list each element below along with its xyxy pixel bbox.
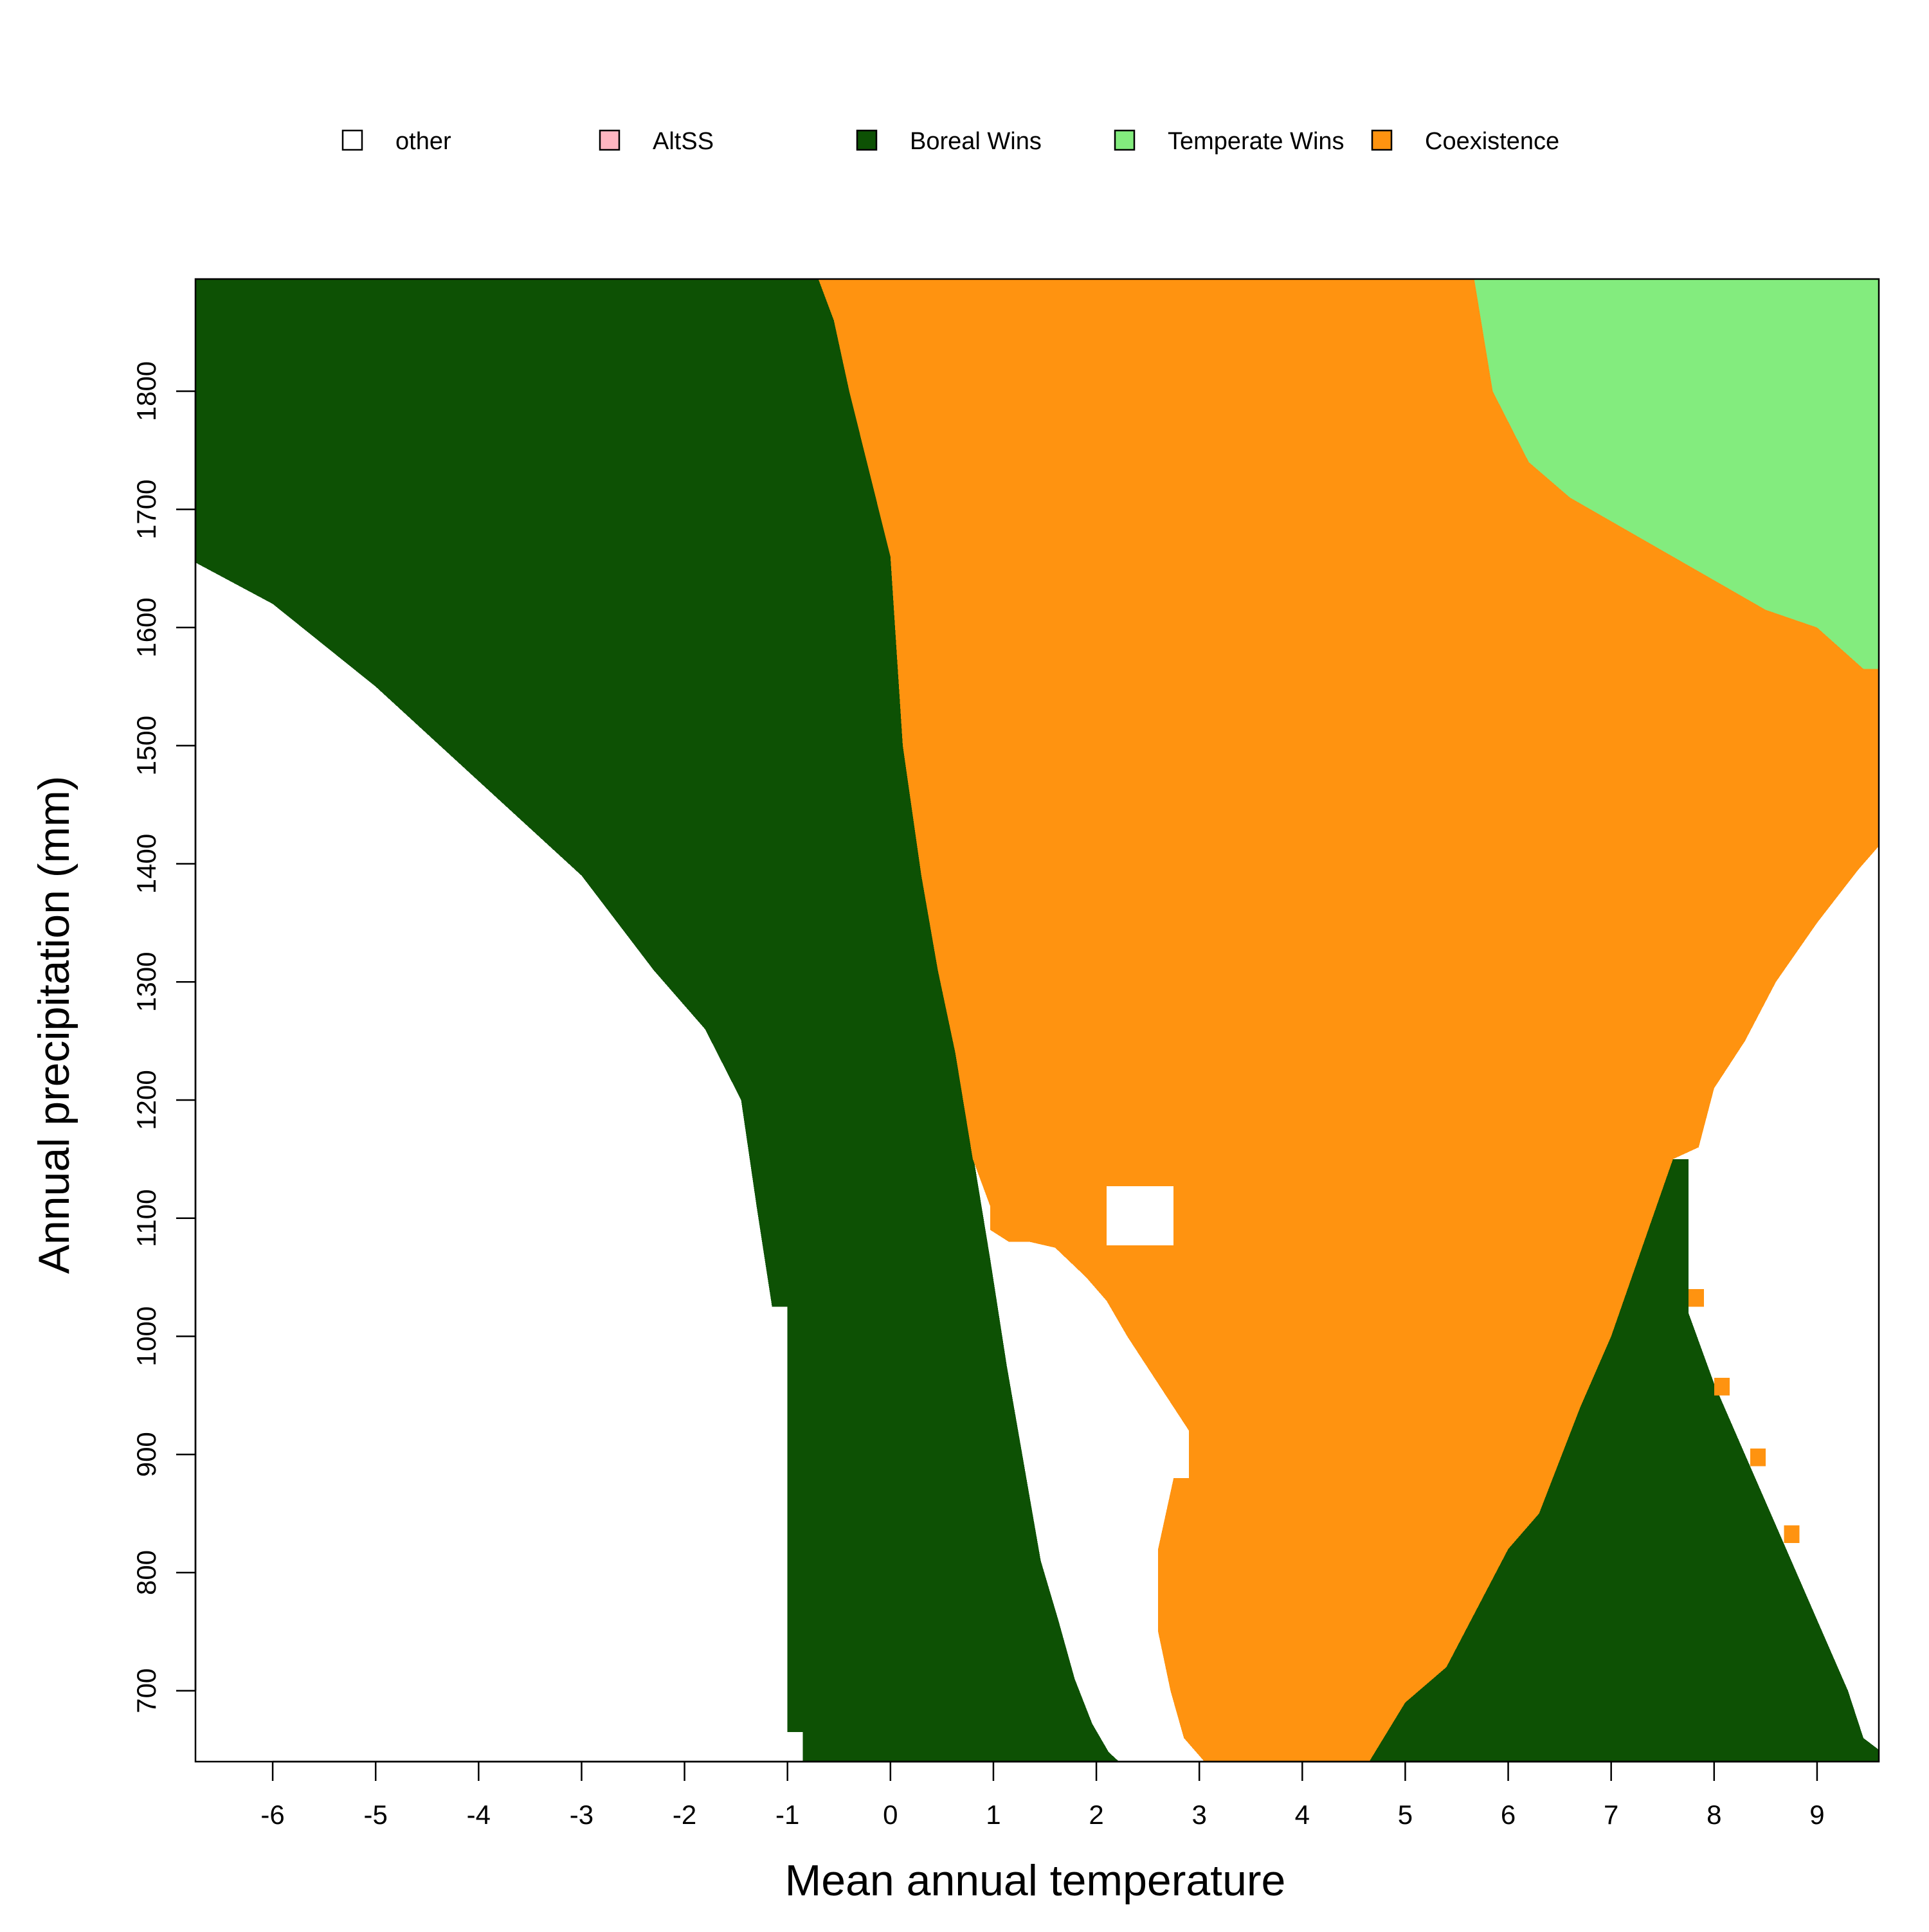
y-tick-label: 1600 [131,597,161,657]
region-temperate-corner [1474,279,1879,669]
y-tick-label: 1000 [131,1306,161,1366]
legend-swatch-other [341,129,363,151]
region-boreal-southeast [1369,1159,1879,1762]
y-tick-label: 1500 [131,716,161,775]
axes: -6 -5 -4 -3 -2 -1 0 1 2 3 4 5 6 7 8 9 700 800 900 1000 1100 1… [131,278,1880,1830]
legend-label-other: other [395,128,451,155]
x-tick-label: -3 [570,1800,593,1830]
y-tick-label: 1400 [131,834,161,894]
y-tick-label: 1700 [131,480,161,539]
x-tick-label: 0 [883,1800,898,1830]
x-tick-label: -2 [673,1800,696,1830]
y-tick-label: 800 [131,1550,161,1595]
legend-swatch-boreal [856,129,878,151]
y-axis-label: Annual precipitation (mm) [30,776,78,1274]
legend-label-coexist: Coexistence [1425,128,1559,155]
x-tick-label: -5 [364,1800,388,1830]
y-tick-label: 900 [131,1432,161,1477]
region-coexistence-notch-3 [1750,1449,1766,1467]
heatmap-regions [195,279,1879,1762]
region-other-patch [1107,1186,1174,1245]
x-tick-label: 2 [1089,1800,1103,1830]
x-tick-label: 7 [1604,1800,1618,1830]
legend-swatch-coexist [1371,129,1393,151]
x-tick-label: -4 [467,1800,491,1830]
x-tick-label: 9 [1809,1800,1824,1830]
x-axis-label: Mean annual temperature [785,1856,1286,1905]
region-coexistence-notch-4 [1784,1525,1800,1544]
x-tick-label: 6 [1501,1800,1516,1830]
region-coexistence-notch-1 [1688,1289,1704,1307]
region-coexistence-notch-2 [1714,1377,1730,1396]
y-tick-label: 1300 [131,952,161,1012]
y-tick-label: 1200 [131,1070,161,1130]
region-coexistence-center [818,279,1879,1762]
y-tick-label: 1800 [131,361,161,421]
x-tick-label: -6 [260,1800,284,1830]
legend-label-altss: AltSS [653,128,714,155]
x-tick-label: 4 [1295,1800,1310,1830]
x-tick-label: -1 [775,1800,799,1830]
x-tick-label: 5 [1398,1800,1413,1830]
legend-swatch-altss [599,129,620,151]
x-tick-label: 3 [1192,1800,1207,1830]
region-boreal-west [195,279,1119,1762]
legend: other AltSS Boreal Wins Temperate Wins Coexi… [341,128,1559,155]
x-tick-label: 8 [1707,1800,1721,1830]
x-tick-label: 1 [986,1800,1001,1830]
legend-swatch-temperate [1114,129,1136,151]
y-tick-label: 1100 [131,1189,161,1247]
legend-label-boreal: Boreal Wins [910,128,1042,155]
legend-label-temperate: Temperate Wins [1168,128,1345,155]
y-tick-label: 700 [131,1668,161,1713]
